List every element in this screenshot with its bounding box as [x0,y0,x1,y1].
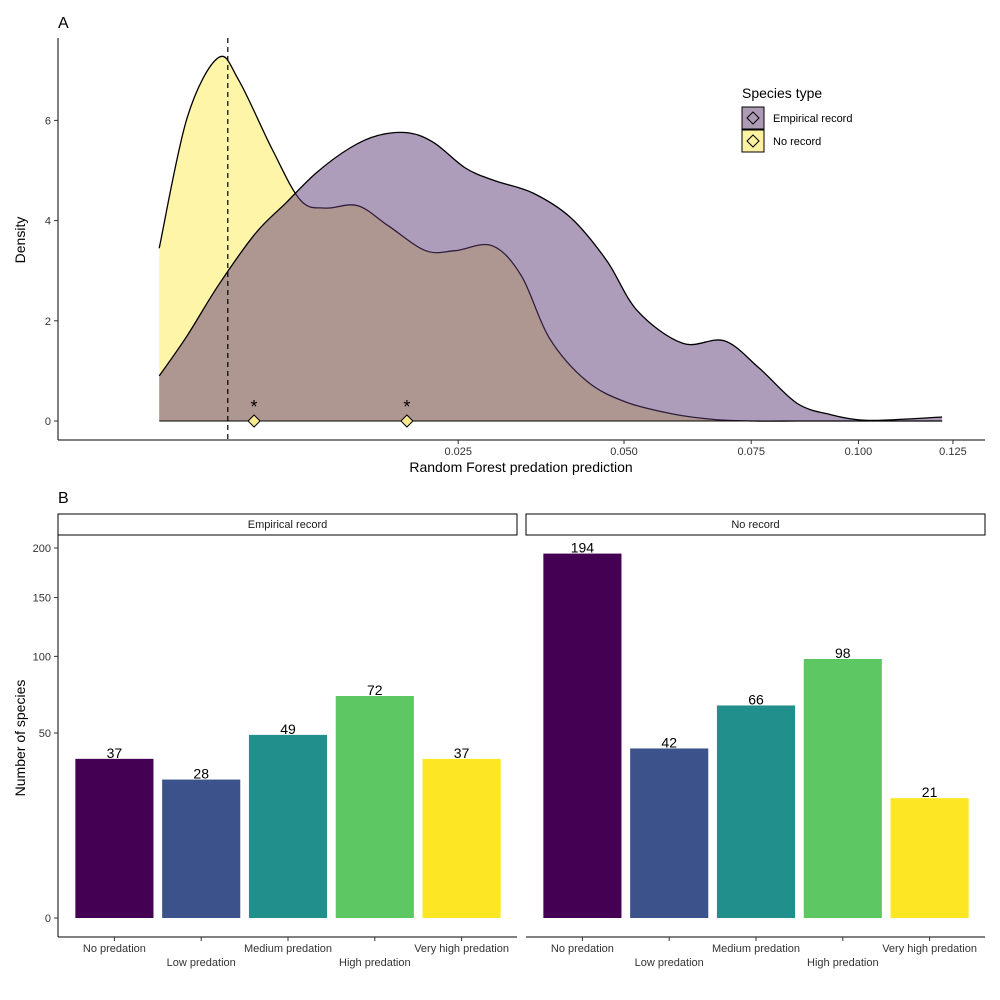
legend-diamond-icon [746,134,760,148]
bar-value-label: 98 [835,645,851,661]
bar-value-label: 66 [748,691,764,707]
facet-strip [57,513,518,536]
bar-no-predation [75,758,154,918]
bar-value-label: 37 [107,745,123,761]
bar-x-tick-label: Very high predation [882,943,977,955]
density-y-ticks: 0 2 4 6 [45,115,58,428]
bar-x-tick-label: Medium predation [244,943,332,955]
density-y-tick-label: 6 [45,115,51,127]
bar-y-axis-title: Number of species [12,680,28,797]
legend-label-empirical-record: Empirical record [773,113,852,125]
species-type-legend: Species type Empirical record No record [741,85,852,153]
bar-no-predation [543,553,622,918]
bar-low-predation [630,748,709,918]
density-x-axis-title: Random Forest predation prediction [409,459,632,475]
record-markers: * * [247,397,414,428]
density-y-axis-title: Density [12,217,28,264]
facet-strip-label: No record [731,519,779,531]
bar-high-predation [335,696,414,918]
bar-x-tick-label: No predation [83,943,146,955]
density-x-tick-label: 0.125 [939,446,967,458]
no-record-diamond-marker [400,414,414,428]
legend-keys: Empirical record No record [741,106,852,153]
facet-strip-label: Empirical record [248,519,327,531]
bar-y-tick-label: 50 [39,728,51,740]
facet-empirical-record: Empirical record 37 No predation 28 Low pred… [57,513,518,969]
bar-value-label: 194 [571,540,595,556]
bar-value-label: 72 [367,682,383,698]
bar-value-label: 42 [661,734,677,750]
legend-title: Species type [742,85,822,101]
density-x-ticks: 0.025 0.050 0.075 0.100 0.125 [444,440,967,458]
bar-value-label: 21 [922,784,938,800]
bar-x-tick-label: No predation [551,943,614,955]
density-curve-empirical-record [158,131,943,422]
bar-very-high-predation [422,758,501,918]
bar-x-tick-label: Low predation [167,957,236,969]
no-record-diamond-marker [247,414,261,428]
bar-x-tick-label: High predation [339,957,411,969]
facet-no-record: No record 194 No predation 42 Low predation 6… [525,513,986,969]
density-areas [158,55,943,422]
bar-y-axis: 0 50 100 150 200 [33,535,59,937]
bar-x-tick-label: Low predation [635,957,704,969]
bar-x-tick-label: High predation [807,957,879,969]
bar-y-tick-label: 150 [33,593,51,605]
bar-value-label: 37 [454,745,470,761]
facet-strip [525,513,986,536]
significance-star: * [251,397,258,417]
bar-y-tick-label: 100 [33,651,51,663]
density-x-tick-label: 0.025 [444,446,472,458]
significance-star: * [403,397,410,417]
bar-facets: 0 50 100 150 200 Empirical record 37 No predati… [33,513,986,969]
density-x-tick-label: 0.100 [845,446,873,458]
bar-y-tick-label: 200 [33,543,51,555]
panel-tag-b: B [58,490,69,507]
density-y-tick-label: 4 [45,216,51,228]
density-x-tick-label: 0.075 [737,446,765,458]
density-area-empirical-record [159,132,943,421]
legend-diamond-icon [746,111,760,125]
legend-label-no-record: No record [773,136,821,148]
legend-key-no-record [741,129,765,153]
bar-very-high-predation [890,798,969,918]
bar-panel: B Number of species 0 50 100 150 200 Empirica… [12,490,986,969]
density-y-tick-label: 0 [45,416,51,428]
bar-x-tick-label: Very high predation [414,943,509,955]
bar-y-tick-label: 0 [45,913,51,925]
bar-high-predation [803,659,882,918]
density-y-tick-label: 2 [45,316,51,328]
bar-x-tick-label: Medium predation [712,943,800,955]
panel-tag-a: A [58,15,69,32]
bar-value-label: 49 [280,721,296,737]
legend-key-empirical-record [741,106,765,130]
bar-value-label: 28 [193,766,209,782]
bar-medium-predation [248,734,328,918]
bar-low-predation [162,779,241,918]
bar-medium-predation [716,705,796,918]
density-x-tick-label: 0.050 [610,446,638,458]
